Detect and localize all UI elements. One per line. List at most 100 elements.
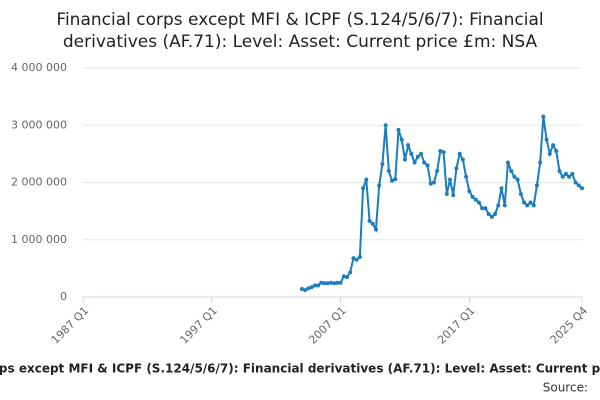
y-tick-label: 3 000 000 <box>11 118 67 131</box>
point <box>409 151 414 156</box>
point <box>348 270 353 275</box>
point <box>338 280 343 285</box>
point <box>573 180 578 185</box>
point <box>419 151 424 156</box>
point <box>393 177 398 182</box>
point <box>515 177 520 182</box>
footer: Financial corps except MFI & ICPF (S.124… <box>0 362 600 376</box>
point <box>390 178 395 183</box>
point <box>386 169 391 174</box>
point <box>464 174 469 179</box>
y-tick-label: 1 000 000 <box>11 233 67 246</box>
point <box>299 286 304 291</box>
point <box>309 285 314 290</box>
point <box>547 151 552 156</box>
point <box>505 160 510 165</box>
point <box>460 157 465 162</box>
point <box>364 177 369 182</box>
series-line <box>301 116 583 292</box>
point <box>399 137 404 142</box>
y-tick-label: 0 <box>60 290 67 303</box>
point <box>544 137 549 142</box>
point <box>380 162 385 167</box>
point <box>370 221 375 226</box>
point <box>412 160 417 165</box>
point <box>467 189 472 194</box>
point <box>422 160 427 165</box>
point <box>534 183 539 188</box>
point <box>415 154 420 159</box>
point <box>499 186 504 191</box>
point <box>496 203 501 208</box>
point <box>354 257 359 262</box>
point <box>361 186 366 191</box>
point <box>457 151 462 156</box>
point <box>567 174 572 179</box>
x-tick-label: 2017 Q1 <box>435 304 478 347</box>
point <box>431 180 436 185</box>
chart-title: Financial corps except MFI & ICPF (S.124… <box>56 10 543 30</box>
point <box>522 200 527 205</box>
y-tick-label: 2 000 000 <box>11 176 67 189</box>
point <box>518 191 523 196</box>
point <box>438 149 443 154</box>
point <box>444 191 449 196</box>
point <box>377 183 382 188</box>
chart-title: derivatives (AF.71): Level: Asset: Curre… <box>63 32 538 52</box>
point <box>357 254 362 259</box>
point <box>451 193 456 198</box>
point <box>316 283 321 288</box>
point <box>328 280 333 285</box>
point <box>383 123 388 128</box>
point <box>512 174 517 179</box>
x-tick-label: 1987 Q1 <box>49 304 92 347</box>
point <box>473 197 478 202</box>
point <box>351 256 356 261</box>
x-tick-label: 1997 Q1 <box>177 304 220 347</box>
point <box>319 280 324 285</box>
point <box>563 171 568 176</box>
point <box>509 169 514 174</box>
point <box>396 127 401 132</box>
point <box>306 286 311 291</box>
point <box>470 194 475 199</box>
point <box>425 163 430 168</box>
point <box>551 143 556 148</box>
point <box>476 200 481 205</box>
point <box>531 203 536 208</box>
point <box>489 214 494 219</box>
point <box>435 169 440 174</box>
point <box>406 143 411 148</box>
point <box>448 177 453 182</box>
source: Source: <box>543 381 588 395</box>
point <box>312 283 317 288</box>
point <box>525 203 530 208</box>
point <box>303 288 308 293</box>
x-tick-label: 2025 Q4 <box>548 304 591 347</box>
point <box>335 280 340 285</box>
point <box>332 281 337 286</box>
point <box>557 169 562 174</box>
point <box>454 166 459 171</box>
y-tick-label: 4 000 000 <box>11 61 67 74</box>
point <box>402 157 407 162</box>
point <box>486 211 491 216</box>
point <box>570 171 575 176</box>
point <box>576 183 581 188</box>
point <box>341 274 346 279</box>
point <box>325 281 330 286</box>
point <box>554 149 559 154</box>
point <box>560 174 565 179</box>
x-tick-label: 2007 Q1 <box>306 304 349 347</box>
point <box>538 160 543 165</box>
point <box>367 218 372 223</box>
point <box>493 211 498 216</box>
point <box>483 206 488 211</box>
point <box>580 186 584 191</box>
point <box>480 206 485 211</box>
point <box>428 181 433 186</box>
point <box>541 114 546 119</box>
point <box>373 227 378 232</box>
